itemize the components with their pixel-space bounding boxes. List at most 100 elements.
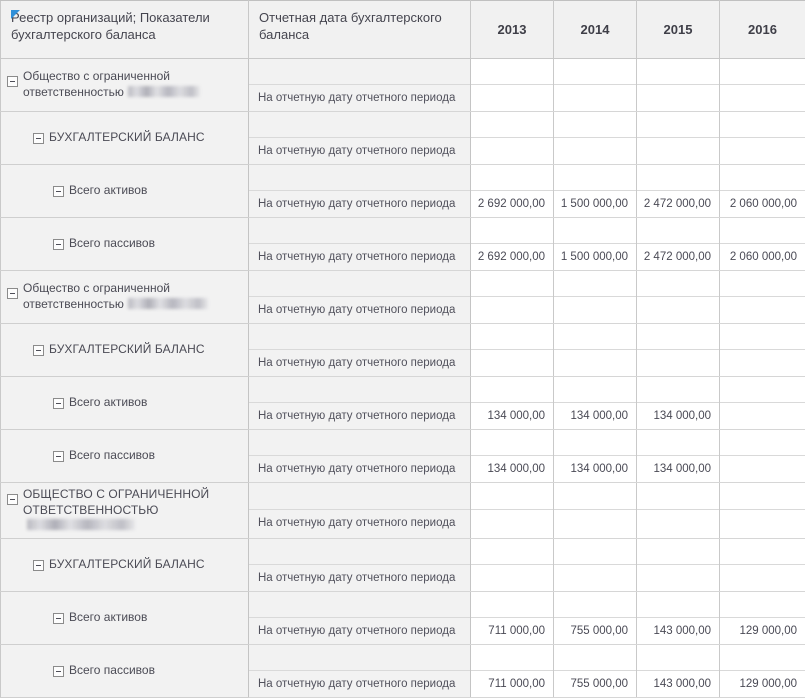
- header-date-column[interactable]: Отчетная дата бухгалтерского баланса: [249, 1, 471, 59]
- value-subrow-blank: [637, 112, 719, 138]
- grid-body: Общество с ограниченной ответственностью…: [1, 59, 805, 698]
- tree-cell-org-1-balance[interactable]: БУХГАЛТЕРСКИЙ БАЛАНС: [1, 112, 249, 165]
- header-year-2015[interactable]: 2015: [637, 1, 720, 59]
- value-subrow-amount: 134 000,00: [471, 456, 553, 482]
- tree-cell-org-2-assets[interactable]: Всего активов: [1, 377, 249, 430]
- minus-square-expander-icon[interactable]: [7, 494, 18, 505]
- value-cell-org-1-2016: [720, 59, 805, 112]
- value-cell-org-2-liabilities-2014: 134 000,00: [554, 430, 637, 483]
- value-cell-org-2-balance-2013: [471, 324, 554, 377]
- date-subrow-period: На отчетную дату отчетного периода: [249, 403, 470, 429]
- value-subrow-blank: [471, 112, 553, 138]
- value-subrow-blank: [720, 112, 805, 138]
- header-year-2013[interactable]: 2013: [471, 1, 554, 59]
- date-subrow-blank: [249, 430, 470, 456]
- tree-cell-org-1[interactable]: Общество с ограниченной ответственностью: [1, 59, 249, 112]
- minus-square-expander-icon[interactable]: [7, 288, 18, 299]
- date-subrow-blank: [249, 377, 470, 403]
- header-year-2016[interactable]: 2016: [720, 1, 805, 59]
- minus-square-expander-icon[interactable]: [53, 451, 64, 462]
- value-subrow-amount: 134 000,00: [471, 403, 553, 429]
- value-cell-org-3-assets-2014: 755 000,00: [554, 591, 637, 644]
- minus-square-expander-icon[interactable]: [7, 76, 18, 87]
- value-subrow-amount: [720, 297, 805, 323]
- value-subrow-amount: [720, 565, 805, 591]
- minus-square-expander-icon[interactable]: [53, 398, 64, 409]
- corner-selection-flag-icon: [11, 10, 20, 19]
- value-subrow-amount: [637, 297, 719, 323]
- date-subrow-period: На отчетную дату отчетного периода: [249, 565, 470, 591]
- value-cell-org-2-balance-2014: [554, 324, 637, 377]
- header-year-2014[interactable]: 2014: [554, 1, 637, 59]
- tree-cell-org-1-liabilities[interactable]: Всего пассивов: [1, 218, 249, 271]
- date-subrow-blank: [249, 218, 470, 244]
- value-cell-org-2-assets-2014: 134 000,00: [554, 377, 637, 430]
- minus-square-expander-icon[interactable]: [53, 239, 64, 250]
- date-cell-org-2-balance: На отчетную дату отчетного периода: [249, 324, 471, 377]
- value-subrow-blank: [637, 484, 719, 510]
- header-tree-column-label: Реестр организаций; Показатели бухгалтер…: [11, 10, 210, 42]
- minus-square-expander-icon[interactable]: [33, 345, 44, 356]
- date-subrow-period: На отчетную дату отчетного периода: [249, 510, 470, 536]
- date-subrow-blank: [249, 324, 470, 350]
- date-subrow-blank: [249, 592, 470, 618]
- value-subrow-blank: [554, 484, 636, 510]
- date-cell-org-3-assets: На отчетную дату отчетного периода: [249, 591, 471, 644]
- tree-cell-org-3[interactable]: ОБЩЕСТВО С ОГРАНИЧЕННОЙ ОТВЕТСТВЕННОСТЬЮ: [1, 483, 249, 539]
- minus-square-expander-icon[interactable]: [33, 133, 44, 144]
- minus-square-expander-icon[interactable]: [33, 560, 44, 571]
- value-subrow-blank: [554, 377, 636, 403]
- value-subrow-amount: [720, 403, 805, 429]
- tree-cell-org-3-assets[interactable]: Всего активов: [1, 591, 249, 644]
- value-cell-org-3-assets-2013: 711 000,00: [471, 591, 554, 644]
- minus-square-expander-icon[interactable]: [53, 666, 64, 677]
- value-subrow-blank: [720, 59, 805, 85]
- value-subrow-amount: 2 060 000,00: [720, 244, 805, 270]
- value-cell-org-2-2014: [554, 271, 637, 324]
- minus-square-expander-icon[interactable]: [53, 613, 64, 624]
- value-cell-org-1-balance-2016: [720, 112, 805, 165]
- tree-cell-org-3-balance[interactable]: БУХГАЛТЕРСКИЙ БАЛАНС: [1, 538, 249, 591]
- minus-square-expander-icon[interactable]: [53, 186, 64, 197]
- date-subrow-period: На отчетную дату отчетного периода: [249, 138, 470, 164]
- value-subrow-blank: [554, 645, 636, 671]
- tree-cell-org-2-liabilities[interactable]: Всего пассивов: [1, 430, 249, 483]
- header-row: Реестр организаций; Показатели бухгалтер…: [1, 1, 805, 59]
- value-subrow-amount: 711 000,00: [471, 671, 553, 697]
- value-subrow-amount: [471, 510, 553, 536]
- tree-cell-org-2-balance[interactable]: БУХГАЛТЕРСКИЙ БАЛАНС: [1, 324, 249, 377]
- value-cell-org-1-assets-2014: 1 500 000,00: [554, 165, 637, 218]
- value-subrow-blank: [720, 271, 805, 297]
- date-subrow-period: На отчетную дату отчетного периода: [249, 244, 470, 270]
- redacted-company-name: [128, 298, 208, 309]
- tree-cell-org-1-assets[interactable]: Всего активов: [1, 165, 249, 218]
- value-subrow-blank: [637, 592, 719, 618]
- value-subrow-amount: 755 000,00: [554, 618, 636, 644]
- tree-item-label: Всего пассивов: [69, 663, 155, 679]
- value-cell-org-3-2015: [637, 483, 720, 539]
- value-cell-org-2-assets-2015: 134 000,00: [637, 377, 720, 430]
- value-subrow-blank: [471, 645, 553, 671]
- header-tree-column[interactable]: Реестр организаций; Показатели бухгалтер…: [1, 1, 249, 59]
- value-subrow-amount: [554, 85, 636, 111]
- value-cell-org-1-liabilities-2013: 2 692 000,00: [471, 218, 554, 271]
- tree-item-label: БУХГАЛТЕРСКИЙ БАЛАНС: [49, 130, 205, 146]
- tree-cell-org-3-liabilities[interactable]: Всего пассивов: [1, 644, 249, 697]
- date-cell-org-1-balance: На отчетную дату отчетного периода: [249, 112, 471, 165]
- tree-item-label: Общество с ограниченной ответственностью: [23, 281, 242, 312]
- date-cell-org-2-assets: На отчетную дату отчетного периода: [249, 377, 471, 430]
- tree-cell-org-2[interactable]: Общество с ограниченной ответственностью: [1, 271, 249, 324]
- value-subrow-blank: [637, 539, 719, 565]
- value-subrow-blank: [637, 218, 719, 244]
- date-cell-org-3-liabilities: На отчетную дату отчетного периода: [249, 644, 471, 697]
- value-cell-org-1-balance-2015: [637, 112, 720, 165]
- header-year-2015-label: 2015: [664, 22, 693, 37]
- value-cell-org-1-2013: [471, 59, 554, 112]
- value-subrow-amount: 143 000,00: [637, 671, 719, 697]
- value-cell-org-2-assets-2016: [720, 377, 805, 430]
- value-subrow-amount: [637, 350, 719, 376]
